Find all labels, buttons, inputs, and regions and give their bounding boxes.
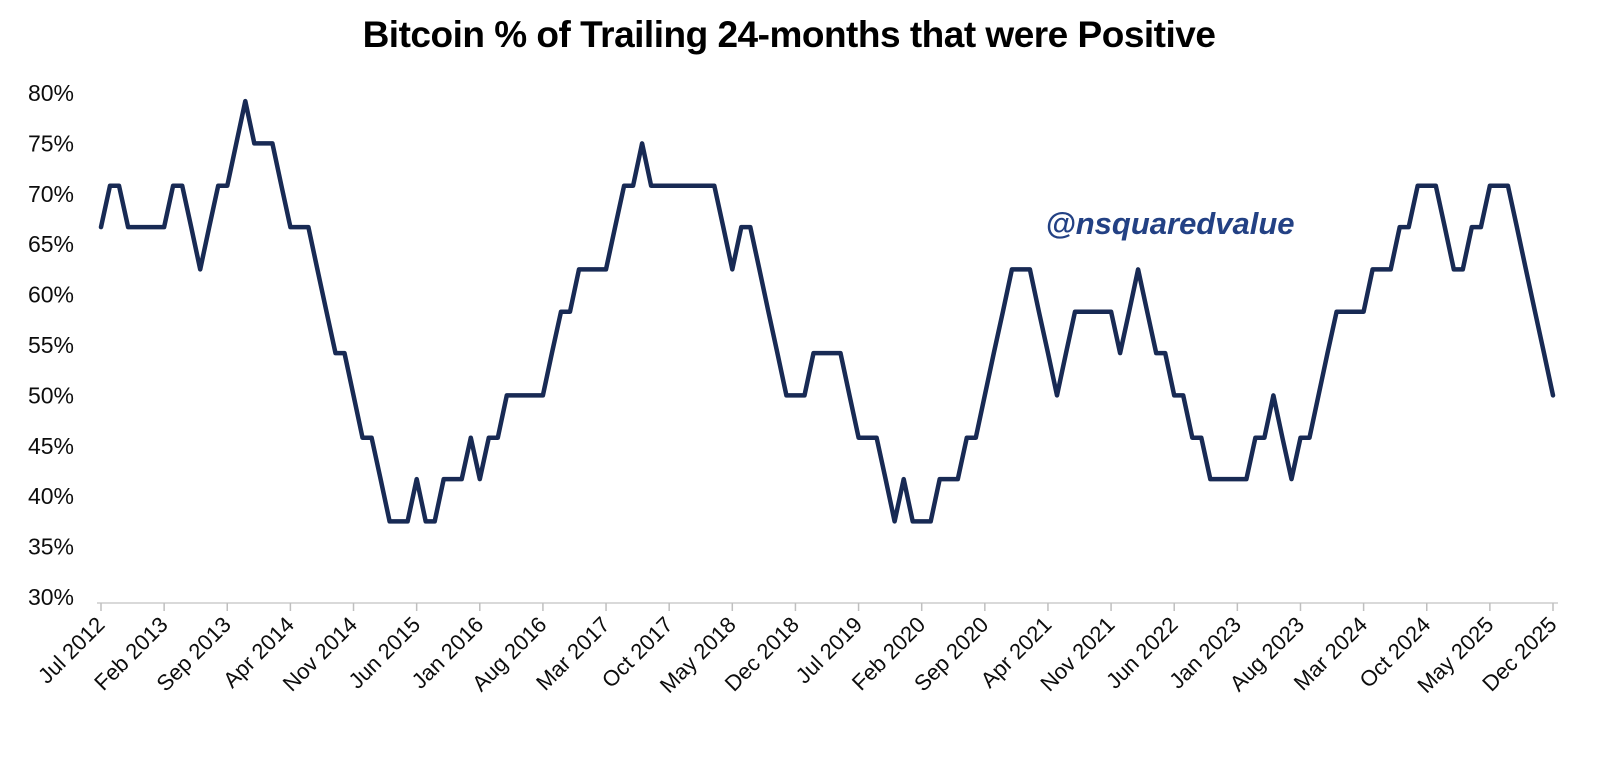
y-axis-labels: 80% 75% 70% 65% 60% 55% 50% 45% 40% 35% 30%: [28, 80, 74, 610]
y-tick-label: 30%: [28, 584, 74, 610]
y-tick-label: 75%: [28, 130, 74, 156]
y-tick-label: 60%: [28, 282, 74, 308]
y-tick-label: 80%: [28, 80, 74, 106]
series-line: [98, 98, 1556, 524]
watermark-text: @nsquaredvalue: [1045, 206, 1295, 241]
y-tick-label: 45%: [28, 433, 74, 459]
y-tick-label: 65%: [28, 231, 74, 257]
x-axis-ticks: [100, 603, 1554, 611]
y-tick-label: 40%: [28, 483, 74, 509]
chart-title: Bitcoin % of Trailing 24-months that wer…: [362, 14, 1216, 55]
y-tick-label: 55%: [28, 332, 74, 358]
y-tick-label: 50%: [28, 382, 74, 408]
y-tick-label: 35%: [28, 534, 74, 560]
y-tick-label: 70%: [28, 181, 74, 207]
